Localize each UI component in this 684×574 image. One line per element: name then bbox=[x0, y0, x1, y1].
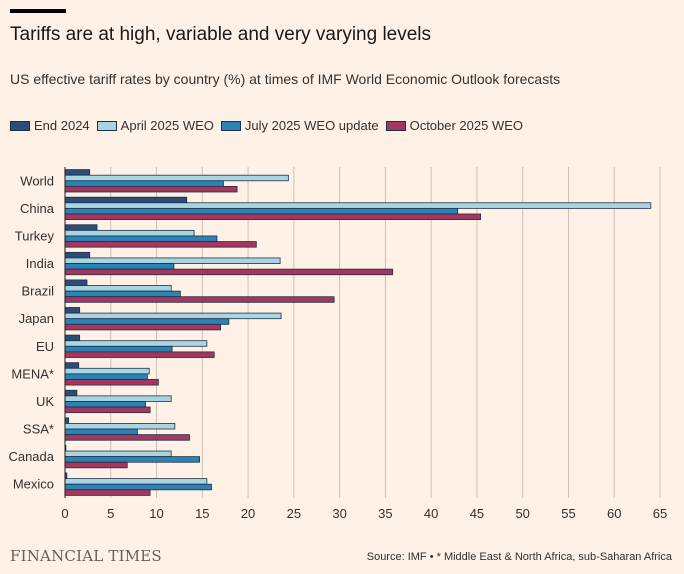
ft-logo: FINANCIAL TIMES bbox=[10, 547, 162, 565]
x-tick-label: 10 bbox=[149, 506, 163, 521]
legend: End 2024 April 2025 WEO July 2025 WEO up… bbox=[10, 118, 530, 133]
bar bbox=[64, 229, 195, 237]
bar bbox=[64, 406, 151, 414]
bar bbox=[64, 224, 98, 231]
bar bbox=[64, 389, 78, 397]
bar bbox=[64, 180, 224, 187]
bar bbox=[64, 450, 172, 458]
bar bbox=[64, 207, 459, 215]
legend-item-april-2025: April 2025 WEO bbox=[96, 118, 214, 133]
legend-item-july-2025: July 2025 WEO update bbox=[220, 118, 379, 133]
bar bbox=[64, 268, 394, 276]
source-note: Source: IMF • * Middle East & North Afri… bbox=[366, 551, 672, 563]
category-label: Mexico bbox=[13, 477, 54, 492]
bar bbox=[64, 285, 172, 292]
x-tick-label: 0 bbox=[61, 506, 68, 521]
legend-label: End 2024 bbox=[34, 118, 90, 133]
legend-swatch bbox=[10, 120, 30, 131]
bar bbox=[64, 489, 151, 496]
bar bbox=[64, 318, 230, 325]
bar bbox=[64, 434, 190, 441]
x-tick-label: 20 bbox=[241, 506, 255, 521]
legend-swatch bbox=[220, 120, 241, 131]
x-tick-label: 25 bbox=[287, 506, 301, 521]
bar bbox=[64, 417, 70, 424]
bar bbox=[64, 263, 175, 270]
bar bbox=[64, 241, 257, 248]
category-label: Turkey bbox=[15, 228, 55, 243]
category-label: China bbox=[20, 201, 55, 216]
bar bbox=[64, 483, 212, 491]
bar bbox=[64, 213, 481, 220]
bar bbox=[64, 279, 88, 286]
category-label: World bbox=[20, 173, 54, 188]
bar bbox=[64, 423, 176, 430]
bar bbox=[64, 290, 181, 298]
category-label: Japan bbox=[19, 311, 54, 326]
bar bbox=[64, 373, 148, 380]
legend-item-end-2024: End 2024 bbox=[10, 118, 90, 133]
category-label: Canada bbox=[8, 449, 54, 464]
legend-label: October 2025 WEO bbox=[409, 118, 524, 133]
bar bbox=[64, 196, 188, 204]
bar bbox=[64, 323, 222, 331]
category-label: SSA* bbox=[23, 422, 54, 437]
chart-title: Tariffs are at high, variable and very v… bbox=[10, 24, 432, 45]
bar bbox=[64, 351, 215, 358]
bar bbox=[64, 235, 218, 242]
legend-item-october-2025: October 2025 WEO bbox=[385, 118, 524, 133]
bar bbox=[64, 312, 282, 320]
bar bbox=[64, 362, 80, 369]
bar bbox=[64, 169, 91, 176]
bar bbox=[64, 257, 281, 264]
category-label: EU bbox=[36, 339, 54, 354]
x-tick-label: 35 bbox=[378, 506, 392, 521]
bar bbox=[64, 296, 335, 303]
x-tick-label: 5 bbox=[107, 506, 114, 521]
x-tick-label: 60 bbox=[607, 506, 621, 521]
header-bar bbox=[10, 9, 66, 13]
bar bbox=[64, 401, 146, 408]
x-tick-label: 45 bbox=[470, 506, 484, 521]
bar bbox=[64, 478, 208, 485]
bar bbox=[64, 174, 289, 182]
category-label: MENA* bbox=[11, 366, 54, 381]
x-tick-label: 65 bbox=[653, 506, 667, 521]
x-tick-label: 15 bbox=[195, 506, 209, 521]
category-label: India bbox=[26, 256, 55, 271]
bar bbox=[64, 461, 128, 469]
x-tick-label: 50 bbox=[515, 506, 529, 521]
bar bbox=[64, 345, 173, 353]
bar bbox=[64, 202, 652, 209]
legend-swatch bbox=[385, 120, 406, 131]
x-tick-label: 40 bbox=[424, 506, 438, 521]
bar bbox=[64, 428, 138, 436]
bar bbox=[64, 379, 159, 386]
bar bbox=[64, 367, 150, 375]
category-label: Brazil bbox=[21, 284, 54, 299]
x-tick-label: 55 bbox=[561, 506, 575, 521]
chart-subtitle: US effective tariff rates by country (%)… bbox=[10, 71, 561, 87]
bar bbox=[64, 334, 81, 342]
bar bbox=[64, 307, 81, 314]
x-tick-label: 30 bbox=[332, 506, 346, 521]
legend-swatch bbox=[96, 120, 117, 131]
legend-label: April 2025 WEO bbox=[120, 118, 214, 133]
bar bbox=[64, 340, 208, 347]
bar bbox=[64, 456, 200, 463]
category-label: UK bbox=[36, 394, 54, 409]
bar bbox=[64, 185, 238, 193]
legend-label: July 2025 WEO update bbox=[244, 118, 379, 133]
bar bbox=[64, 395, 172, 402]
bar bbox=[64, 251, 91, 259]
